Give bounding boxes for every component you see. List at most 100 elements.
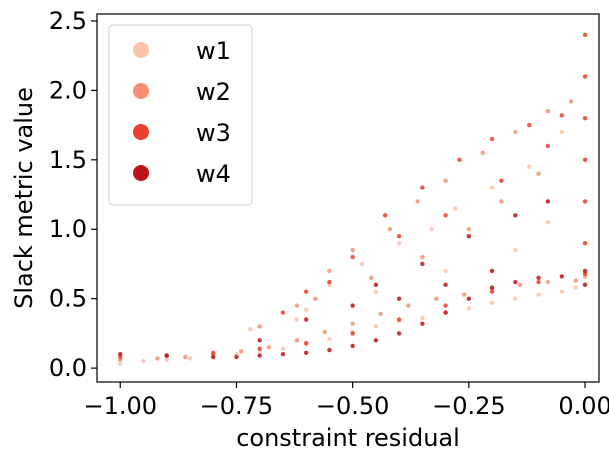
point-w2-24	[443, 178, 448, 183]
point-w2-29	[313, 296, 318, 301]
x-axis-label: constraint residual	[236, 424, 460, 452]
point-w3-25	[280, 310, 286, 315]
point-w3-24	[559, 113, 565, 118]
point-w1-34	[443, 268, 448, 274]
point-w4-15	[513, 279, 518, 285]
point-w2-15	[545, 279, 551, 285]
point-w4-30	[489, 268, 495, 274]
point-w1-27	[429, 227, 434, 232]
point-w4-13	[466, 296, 472, 301]
point-w4-4	[257, 353, 262, 358]
point-w1-35	[513, 247, 518, 253]
x-tick-label: −0.25	[432, 392, 506, 420]
legend-label-w4: w4	[196, 160, 231, 188]
point-w4-3	[234, 354, 239, 360]
x-axis-ticks: −1.00 −0.75 −0.50 −0.25 0.00	[83, 382, 609, 420]
point-w1-15	[466, 306, 472, 311]
point-w3-14	[582, 115, 588, 121]
y-tick-label: 0.0	[49, 354, 87, 382]
point-w4-14	[489, 285, 495, 290]
points-layer	[118, 32, 588, 367]
point-w3-30	[545, 143, 551, 149]
point-w1-23	[303, 307, 309, 312]
point-w2-12	[462, 292, 467, 297]
point-w3-28	[443, 213, 448, 218]
point-w4-29	[443, 282, 448, 287]
point-w1-11	[373, 324, 379, 329]
point-w2-18	[257, 324, 262, 329]
point-w4-16	[536, 275, 541, 281]
point-w2-20	[327, 268, 332, 274]
point-w2-10	[406, 303, 411, 308]
point-w1-19	[559, 289, 565, 294]
point-w4-28	[396, 296, 402, 301]
point-w1-16	[489, 300, 495, 306]
legend-box	[108, 24, 253, 206]
point-w2-2	[183, 354, 188, 360]
point-w2-11	[434, 296, 439, 301]
point-w1-20	[573, 285, 578, 290]
y-tick-label: 2.0	[49, 76, 87, 104]
point-w4-18	[582, 268, 588, 274]
point-w2-22	[387, 227, 393, 232]
point-w2-21	[350, 247, 355, 253]
point-w1-13	[420, 315, 425, 321]
legend-marker-w3	[133, 124, 149, 140]
point-w2-33	[499, 199, 504, 204]
point-w4-2	[211, 354, 216, 360]
point-w3-17	[303, 289, 309, 294]
point-w1-1	[141, 358, 146, 364]
point-w4-20	[257, 338, 262, 343]
x-tick-label: −1.00	[83, 392, 157, 420]
point-w1-18	[536, 292, 541, 297]
point-w3-19	[382, 213, 388, 218]
point-w3-6	[396, 317, 402, 322]
point-w3-11	[582, 240, 588, 246]
legend-marker-w1	[133, 42, 149, 58]
point-w3-9	[536, 279, 541, 285]
point-w4-24	[420, 261, 425, 267]
point-w2-16	[573, 278, 578, 283]
point-w1-7	[280, 346, 286, 351]
point-w3-7	[443, 303, 448, 308]
point-w3-26	[327, 279, 332, 285]
legend-marker-w2	[133, 83, 149, 99]
point-w1-25	[359, 261, 365, 267]
point-w4-11	[420, 321, 425, 326]
point-w1-36	[545, 220, 551, 225]
point-w2-28	[568, 99, 574, 104]
point-w3-5	[350, 331, 355, 336]
point-w3-8	[489, 289, 495, 294]
point-w2-32	[466, 227, 472, 232]
point-w2-4	[238, 349, 244, 354]
point-w4-8	[350, 343, 355, 349]
point-w4-12	[443, 310, 448, 315]
point-w4-9	[373, 338, 379, 343]
point-w2-9	[378, 311, 383, 317]
point-w1-31	[559, 129, 565, 135]
point-w3-20	[420, 185, 425, 190]
point-w3-27	[396, 233, 402, 239]
legend: w1 w2 w3 w4	[108, 24, 253, 206]
point-w2-19	[294, 303, 300, 308]
point-w1-17	[513, 296, 518, 301]
point-w1-28	[452, 206, 458, 211]
point-w2-8	[350, 321, 355, 326]
y-tick-label: 2.5	[49, 7, 87, 35]
point-w4-17	[559, 274, 565, 279]
point-w1-3	[187, 356, 193, 361]
point-w1-30	[527, 164, 532, 169]
point-w4-26	[513, 213, 518, 218]
point-w4-27	[545, 199, 551, 204]
point-w2-7	[322, 329, 327, 335]
y-axis-label: Slack metric value	[10, 87, 38, 309]
point-w2-14	[517, 282, 523, 287]
point-w3-22	[489, 136, 495, 142]
x-tick-label: −0.50	[316, 392, 390, 420]
point-w1-22	[248, 327, 253, 332]
point-w3-13	[582, 157, 588, 163]
y-tick-label: 1.0	[49, 215, 87, 243]
point-w2-1	[155, 356, 160, 361]
legend-label-w2: w2	[196, 78, 231, 106]
